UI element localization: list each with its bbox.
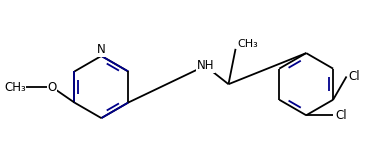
Text: CH₃: CH₃	[4, 81, 26, 93]
Text: O: O	[47, 81, 56, 93]
Text: N: N	[97, 43, 106, 56]
Text: CH₃: CH₃	[237, 39, 258, 49]
Text: Cl: Cl	[335, 109, 347, 122]
Text: NH: NH	[196, 59, 214, 72]
Text: Cl: Cl	[349, 70, 360, 83]
